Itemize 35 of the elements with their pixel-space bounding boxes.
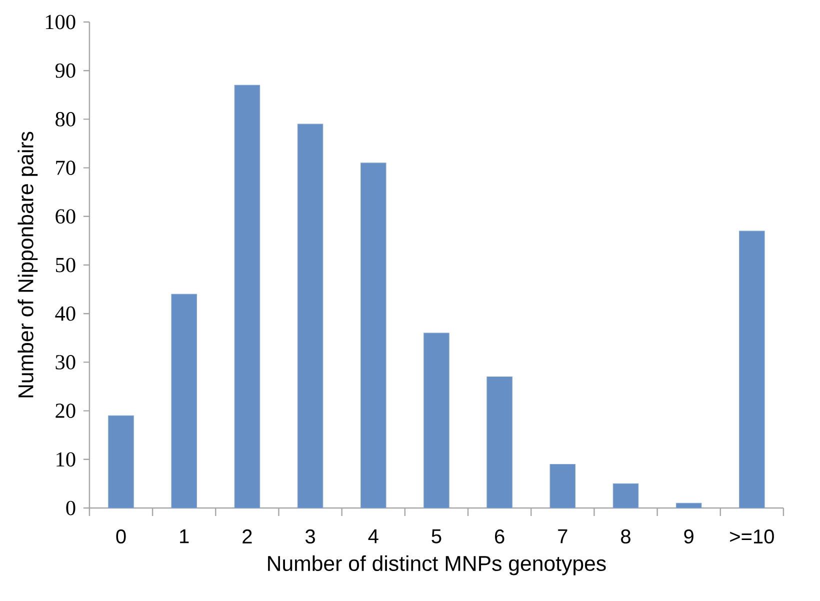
y-tick-label: 10 <box>56 452 76 467</box>
bar <box>550 464 576 508</box>
bar <box>676 502 702 508</box>
bar <box>739 230 765 508</box>
x-tick-label: >=10 <box>730 529 774 544</box>
bar <box>360 162 386 508</box>
bar <box>424 332 450 508</box>
bar <box>486 376 512 508</box>
x-axis-title: Number of distinct MNPs genotypes <box>268 555 606 576</box>
x-tick-label: 2 <box>242 529 252 544</box>
bar <box>612 483 639 508</box>
y-tick-label: 30 <box>56 355 76 370</box>
bar <box>171 294 197 508</box>
y-tick-label: 50 <box>56 258 76 272</box>
y-tick-label: 60 <box>56 209 76 224</box>
y-tick-label: 80 <box>56 112 76 126</box>
y-tick-label: 20 <box>56 404 76 418</box>
x-tick-label: 6 <box>495 529 504 544</box>
x-tick-label: 3 <box>305 529 315 544</box>
y-tick-label: 0 <box>66 500 76 516</box>
y-tick-label: 70 <box>56 160 76 175</box>
y-axis-title: Number of Nipponbare pairs <box>18 132 38 398</box>
x-tick-label: 5 <box>432 529 442 544</box>
y-tick-label: 100 <box>46 14 76 30</box>
y-tick-label: 40 <box>55 306 76 321</box>
x-tick-label: 1 <box>180 529 189 544</box>
x-tick-label: 7 <box>558 529 568 544</box>
y-tick-label: 90 <box>55 63 76 78</box>
x-tick-label: 4 <box>368 529 378 544</box>
bar <box>234 84 260 508</box>
x-tick-label: 0 <box>116 529 126 544</box>
bar <box>108 415 134 508</box>
x-tick-label: 9 <box>684 529 694 544</box>
x-tick-label: 8 <box>621 529 630 544</box>
bar <box>297 124 324 508</box>
